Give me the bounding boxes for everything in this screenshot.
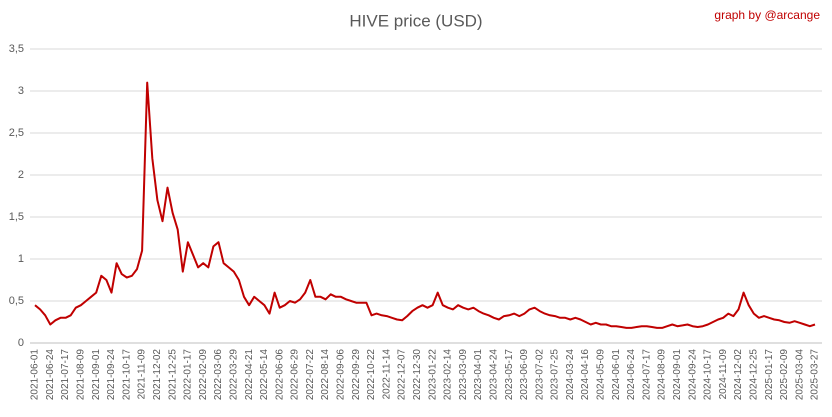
x-tick-label: 2022-11-14 xyxy=(381,349,392,400)
x-tick-label: 2023-04-01 xyxy=(473,349,484,401)
x-tick-label: 2022-10-22 xyxy=(366,349,377,401)
x-tick-label: 2024-10-17 xyxy=(703,349,714,401)
x-tick-label: 2024-11-09 xyxy=(718,349,729,400)
x-tick-label: 2025-01-17 xyxy=(764,349,775,401)
x-tick-label: 2022-05-14 xyxy=(259,349,270,401)
y-tick-label: 3 xyxy=(18,85,24,97)
x-tick-label: 2022-08-14 xyxy=(320,349,331,401)
x-tick-label: 2021-07-17 xyxy=(60,349,71,401)
x-tick-label: 2021-09-01 xyxy=(91,349,102,401)
x-tick-label: 2021-08-09 xyxy=(76,349,87,401)
price-line xyxy=(34,81,816,329)
x-tick-label: 2021-11-09 xyxy=(137,349,148,400)
x-tick-label: 2022-03-06 xyxy=(213,349,224,401)
y-tick-label: 0 xyxy=(18,337,24,349)
x-tick-label: 2021-09-24 xyxy=(106,349,117,401)
x-tick-label: 2024-06-24 xyxy=(626,349,637,401)
x-tick-label: 2023-02-14 xyxy=(443,349,454,401)
x-tick-label: 2024-08-09 xyxy=(657,349,668,401)
x-tick-label: 2022-02-09 xyxy=(198,349,209,401)
x-tick-label: 2022-09-06 xyxy=(336,349,347,401)
x-tick-label: 2022-09-29 xyxy=(351,349,362,401)
x-tick-label: 2024-12-25 xyxy=(748,349,759,401)
x-tick-label: 2021-06-24 xyxy=(45,349,56,401)
x-tick-label: 2025-03-27 xyxy=(810,349,821,401)
x-tick-label: 2023-04-24 xyxy=(488,349,499,401)
x-tick-label: 2021-10-17 xyxy=(121,349,132,401)
x-tick-label: 2024-07-17 xyxy=(641,349,652,401)
x-tick-label: 2023-07-02 xyxy=(534,349,545,401)
x-tick-label: 2023-05-17 xyxy=(504,349,515,401)
x-tick-label: 2021-12-25 xyxy=(167,349,178,401)
x-tick-label: 2024-06-01 xyxy=(611,349,622,401)
x-tick-label: 2022-03-29 xyxy=(228,349,239,401)
x-tick-label: 2022-06-29 xyxy=(290,349,301,401)
x-tick-label: 2024-05-09 xyxy=(596,349,607,401)
x-tick-label: 2024-04-16 xyxy=(580,349,591,401)
y-tick-label: 0,5 xyxy=(9,295,24,307)
y-tick-label: 1,5 xyxy=(9,211,24,223)
x-tick-label: 2025-02-09 xyxy=(779,349,790,401)
x-tick-label: 2024-03-24 xyxy=(565,349,576,401)
x-tick-label: 2024-12-02 xyxy=(733,349,744,401)
x-tick-label: 2023-06-09 xyxy=(519,349,530,401)
x-tick-label: 2022-04-21 xyxy=(244,349,255,401)
x-tick-label: 2022-07-22 xyxy=(305,349,316,401)
y-tick-label: 2 xyxy=(18,169,24,181)
y-tick-label: 3,5 xyxy=(9,43,24,55)
x-tick-label: 2024-09-24 xyxy=(687,349,698,401)
x-tick-label: 2022-01-17 xyxy=(183,349,194,401)
x-tick-label: 2025-03-04 xyxy=(794,349,805,401)
y-tick-label: 2,5 xyxy=(9,127,24,139)
x-tick-label: 2023-01-22 xyxy=(427,349,438,401)
x-tick-label: 2022-12-07 xyxy=(397,349,408,401)
x-tick-label: 2022-06-06 xyxy=(274,349,285,401)
x-tick-label: 2023-03-09 xyxy=(458,349,469,401)
y-tick-label: 1 xyxy=(18,253,24,265)
x-tick-label: 2021-06-01 xyxy=(30,349,41,401)
chart-title: HIVE price (USD) xyxy=(349,11,482,30)
x-tick-label: 2021-12-02 xyxy=(152,349,163,401)
credit: graph by @arcange xyxy=(714,8,820,22)
x-tick-label: 2023-07-25 xyxy=(550,349,561,401)
x-tick-label: 2024-09-01 xyxy=(672,349,683,401)
x-tick-label: 2022-12-30 xyxy=(412,349,423,401)
